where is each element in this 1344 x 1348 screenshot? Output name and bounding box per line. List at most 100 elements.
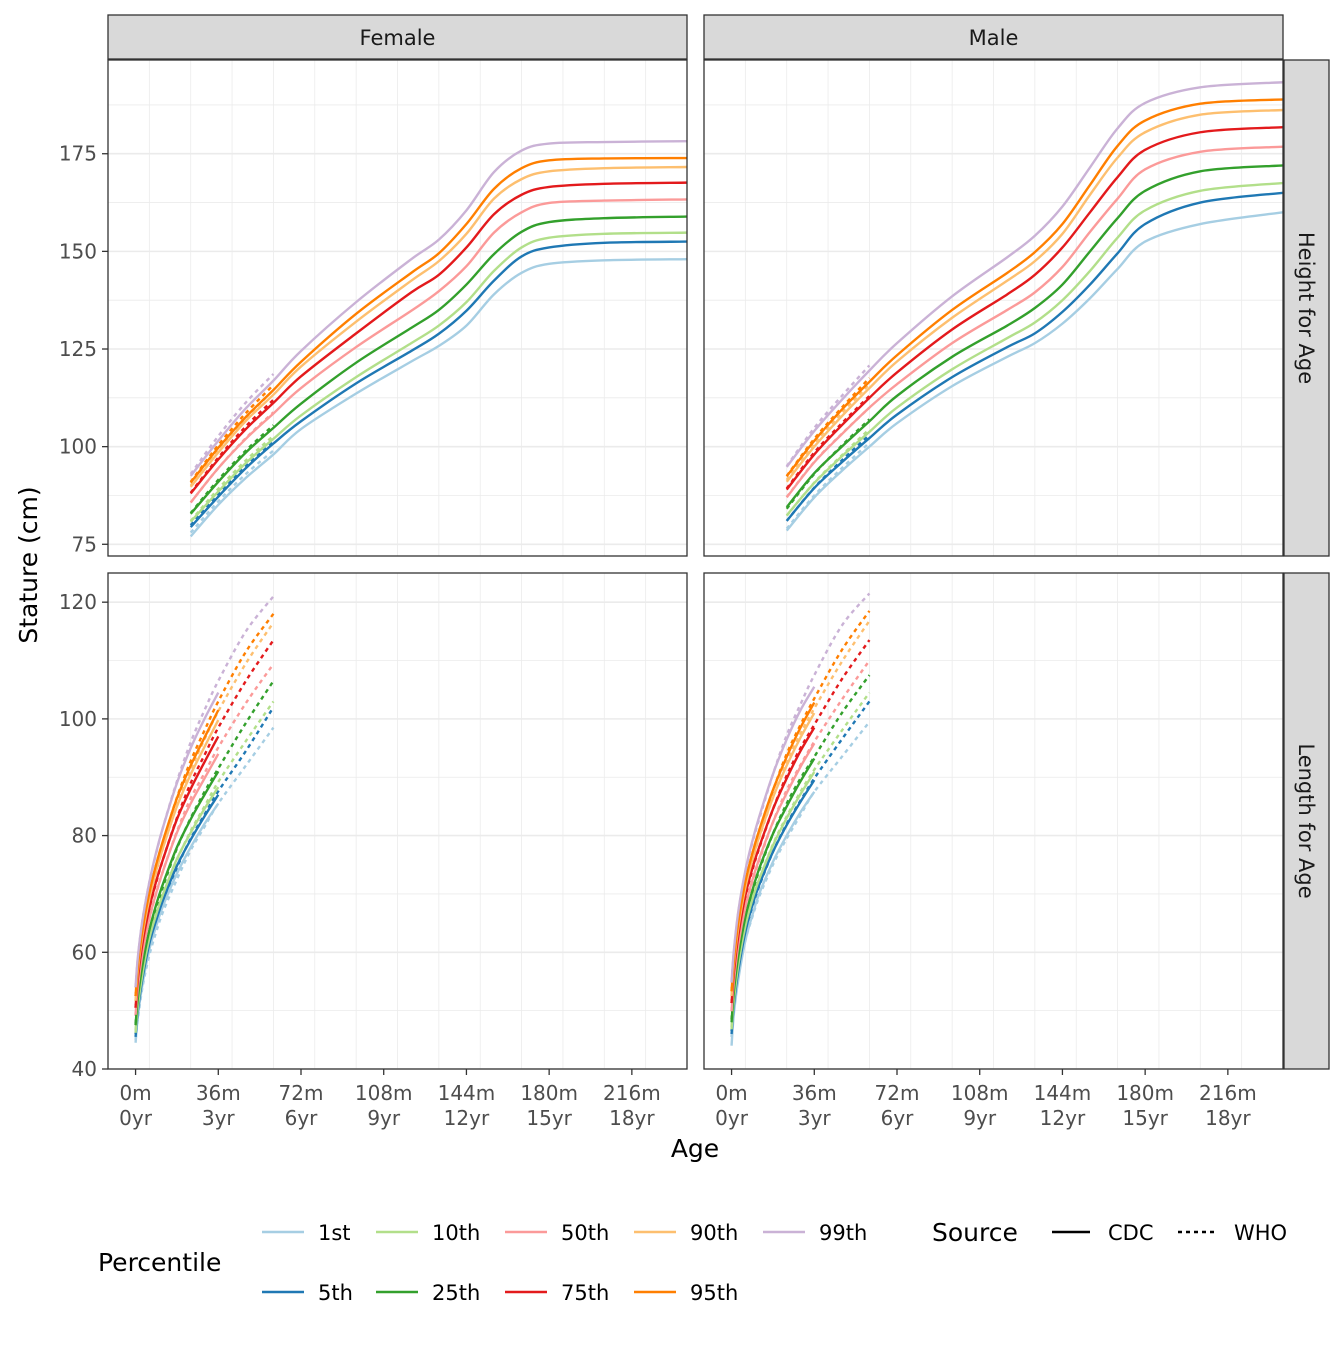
legend-item-50th: 50th bbox=[505, 1221, 609, 1245]
strip-background bbox=[107, 14, 688, 60]
panel-border bbox=[703, 59, 1284, 557]
legend-item-label: 75th bbox=[561, 1281, 609, 1305]
series-line-cdc-90th bbox=[189, 165, 688, 488]
legend-item-75th: 75th bbox=[505, 1281, 609, 1305]
x-tick-label-years: 9yr bbox=[367, 1106, 401, 1130]
series-line-who-99th bbox=[785, 364, 871, 467]
strip-label: Length for Age bbox=[1294, 743, 1318, 898]
series-line-cdc-5th bbox=[189, 240, 688, 528]
y-tick-label: 75 bbox=[72, 532, 97, 556]
series-group-male-length-for-age bbox=[730, 592, 871, 1046]
legend-item-95th: 95th bbox=[634, 1281, 738, 1305]
x-tick-label-months: 216m bbox=[603, 1081, 661, 1105]
y-tick-label: 125 bbox=[59, 337, 97, 361]
x-tick-label-months: 108m bbox=[355, 1081, 413, 1105]
series-line-cdc-1st bbox=[189, 257, 688, 538]
series-line-who-5th bbox=[189, 441, 275, 526]
x-tick-label-years: 3yr bbox=[798, 1106, 832, 1130]
series-line-cdc-10th bbox=[785, 181, 1284, 517]
strip-label: Male bbox=[969, 26, 1019, 50]
y-tick-label: 80 bbox=[72, 824, 97, 848]
legend-item-5th: 5th bbox=[262, 1281, 353, 1305]
x-tick-label-years: 12yr bbox=[1040, 1106, 1086, 1130]
y-tick-label: 120 bbox=[59, 590, 97, 614]
series-line-cdc-75th bbox=[189, 181, 688, 495]
legend-source-label: WHO bbox=[1234, 1221, 1287, 1245]
series-line-cdc-95th bbox=[785, 98, 1284, 478]
series-group-female-height-for-age bbox=[189, 140, 688, 538]
strip-background bbox=[1283, 59, 1330, 557]
series-line-who-75th bbox=[134, 639, 275, 1008]
x-tick-label-months: 72m bbox=[279, 1081, 324, 1105]
x-tick-label-months: 108m bbox=[951, 1081, 1009, 1105]
series-line-who-95th bbox=[189, 384, 275, 483]
x-tick-label-years: 18yr bbox=[1205, 1106, 1251, 1130]
panel-male-length-for-age bbox=[703, 573, 1284, 1070]
x-axis-title: Age bbox=[671, 1134, 719, 1163]
legend-item-90th: 90th bbox=[634, 1221, 738, 1245]
x-tick-label-years: 15yr bbox=[1122, 1106, 1168, 1130]
panel-border bbox=[107, 59, 688, 557]
x-tick-label-months: 180m bbox=[1116, 1081, 1174, 1105]
legend-source-label: CDC bbox=[1108, 1221, 1154, 1245]
x-tick-label-months: 36m bbox=[196, 1081, 241, 1105]
legend-item-99th: 99th bbox=[763, 1221, 867, 1245]
legend-item-label: 5th bbox=[318, 1281, 353, 1305]
facet-strips: Female Male Height for Age Length for Age bbox=[107, 14, 1330, 1070]
x-tick-label-years: 12yr bbox=[444, 1106, 490, 1130]
series-group-female-length-for-age bbox=[134, 595, 275, 1043]
legend-item-10th: 10th bbox=[376, 1221, 480, 1245]
x-tick-label-years: 15yr bbox=[526, 1106, 572, 1130]
legend-item-label: 1st bbox=[318, 1221, 351, 1245]
y-tick-label: 100 bbox=[59, 707, 97, 731]
series-line-cdc-95th bbox=[189, 156, 688, 484]
strip-male: Male bbox=[703, 14, 1284, 60]
panel-border bbox=[107, 572, 688, 1070]
strip-label: Height for Age bbox=[1294, 232, 1318, 384]
series-line-cdc-5th bbox=[785, 191, 1284, 522]
strip-background bbox=[703, 14, 1284, 60]
legend-item-label: 90th bbox=[690, 1221, 738, 1245]
legend-source-cdc: CDC bbox=[1052, 1221, 1154, 1245]
strip-height-for-age: Height for Age bbox=[1283, 59, 1330, 557]
y-axis-title: Stature (cm) bbox=[14, 486, 43, 643]
legend-item-label: 25th bbox=[432, 1281, 480, 1305]
series-line-who-95th bbox=[785, 377, 871, 477]
x-tick-label-years: 0yr bbox=[119, 1106, 153, 1130]
panels-layer bbox=[107, 59, 1284, 1070]
x-tick-label-months: 0m bbox=[715, 1081, 747, 1105]
series-line-cdc-10th bbox=[189, 231, 688, 523]
x-tick-label-months: 216m bbox=[1199, 1081, 1257, 1105]
legend-source-who: WHO bbox=[1178, 1221, 1287, 1245]
x-tick-label-months: 36m bbox=[792, 1081, 837, 1105]
legend-item-label: 95th bbox=[690, 1281, 738, 1305]
strip-label: Female bbox=[360, 26, 436, 50]
x-tick-label-years: 6yr bbox=[285, 1106, 319, 1130]
y-tick-label: 100 bbox=[59, 435, 97, 459]
legend-title-source: Source bbox=[932, 1218, 1018, 1247]
series-line-who-99th bbox=[189, 373, 275, 475]
series-line-cdc-99th bbox=[134, 692, 220, 988]
series-line-who-25th bbox=[134, 680, 275, 1024]
series-line-cdc-75th bbox=[785, 125, 1284, 491]
axes-layer: 751001251501754060801001200m0yr36m3yr72m… bbox=[59, 142, 1257, 1130]
x-tick-label-months: 180m bbox=[520, 1081, 578, 1105]
y-tick-label: 150 bbox=[59, 239, 97, 263]
x-tick-label-years: 9yr bbox=[963, 1106, 997, 1130]
legend-item-label: 50th bbox=[561, 1221, 609, 1245]
series-line-who-75th bbox=[785, 395, 871, 490]
x-tick-label-years: 3yr bbox=[202, 1106, 236, 1130]
x-tick-label-months: 144m bbox=[438, 1081, 496, 1105]
series-line-who-1st bbox=[189, 449, 275, 534]
x-tick-label-years: 6yr bbox=[881, 1106, 915, 1130]
series-line-who-90th bbox=[785, 383, 871, 481]
y-tick-label: 40 bbox=[72, 1057, 97, 1081]
legend: Percentile Source 1st 5th 10th 25th 50th 75th… bbox=[98, 1218, 1287, 1305]
legend-item-25th: 25th bbox=[376, 1281, 480, 1305]
y-tick-label: 60 bbox=[72, 940, 97, 964]
legend-item-label: 99th bbox=[819, 1221, 867, 1245]
strip-female: Female bbox=[107, 14, 688, 60]
series-line-who-5th bbox=[730, 700, 871, 1032]
